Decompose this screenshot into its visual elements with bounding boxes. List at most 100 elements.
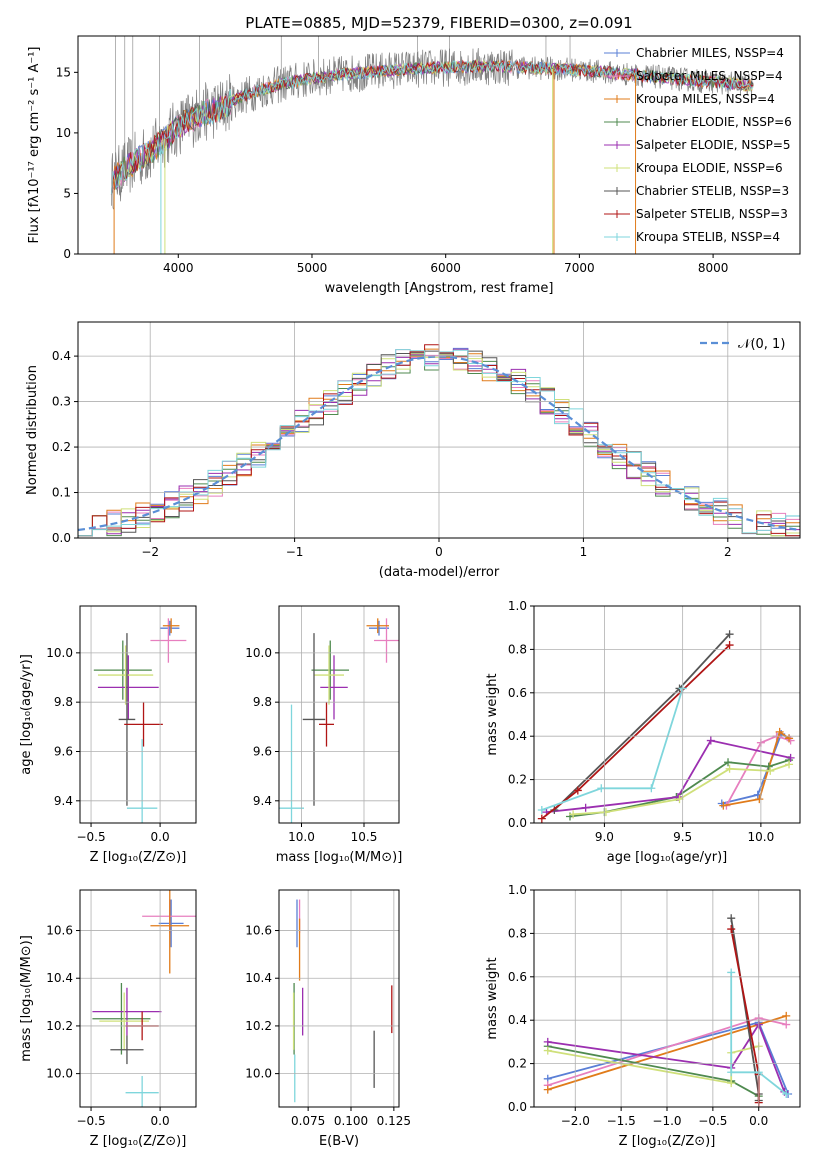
x-tick-label: 10.0 [748, 830, 775, 844]
weight-point-marker [675, 795, 684, 804]
weight-point-marker [766, 766, 775, 775]
weight-point-marker [719, 801, 728, 810]
y-tick-label: 9.6 [253, 744, 272, 758]
weight-point-marker [725, 641, 734, 650]
y-tick-label: 10.0 [46, 1067, 73, 1081]
y-tick-label: 0.4 [508, 729, 527, 743]
x-tick-label: 10.0 [288, 830, 315, 844]
weight-point-marker [543, 1037, 552, 1046]
x-tick-label: −2.0 [561, 1114, 590, 1128]
x-tick-label: −0.5 [698, 1114, 727, 1128]
spectrum-model-line [110, 60, 754, 195]
y-tick-label: 1.0 [508, 883, 527, 897]
y-tick-label: 10.4 [245, 971, 272, 985]
x-tick-label: −2 [141, 545, 159, 559]
weight-point-marker [597, 784, 606, 793]
weight-point-marker [647, 784, 656, 793]
weight-vs-Z-axes: −2.0 −1.5 −1.0 −0.5 0.0 0.0 0.2 0.4 0.6 0.8 1.0 Z [… [485, 883, 801, 1149]
weight-point-marker [706, 736, 715, 745]
weight-point-marker [782, 1011, 791, 1020]
weight-point-marker [764, 762, 773, 771]
y-axis-label: mass weight [485, 957, 500, 1039]
y-tick-label: 0.0 [508, 816, 527, 830]
axes-frame [79, 605, 197, 824]
weight-point-marker [775, 727, 784, 736]
weight-point-marker [785, 734, 794, 743]
x-tick-label: 0 [435, 545, 443, 559]
x-axis-label: Z [log₁₀(Z/Z⊙)] [90, 1134, 187, 1149]
weight-point-marker [537, 805, 546, 814]
weight-series-line [725, 735, 791, 807]
y-tick-label: 5 [63, 186, 71, 200]
x-axis-label: (data-model)/error [379, 565, 500, 580]
weight-series-line [547, 1022, 786, 1093]
age-vs-mass-axes: 10.0 10.5 9.4 9.6 9.8 10.0 mass [log₁₀(M/M⊙)] [245, 605, 402, 865]
weight-series-line [541, 688, 684, 811]
x-tick-label: 0.125 [377, 1114, 411, 1128]
weight-point-marker [537, 814, 546, 823]
weight-point-marker [727, 1079, 736, 1088]
x-tick-label: 10.5 [351, 830, 378, 844]
weight-series-line [553, 633, 731, 811]
legend-entry: Chabrier ELODIE, NSSP=6 [636, 115, 792, 129]
y-tick-label: 15 [56, 65, 71, 79]
y-tick-label: 0.0 [508, 1100, 527, 1114]
legend-entry: Kroupa ELODIE, NSSP=6 [636, 161, 783, 175]
legend-entry: Kroupa MILES, NSSP=4 [636, 92, 775, 106]
x-tick-label: −1.0 [652, 1114, 681, 1128]
mass-vs-EBV-axes: 0.075 0.100 0.125 10.0 10.2 10.4 10.6 E(B-V) [245, 889, 411, 1149]
weight-point-marker [725, 764, 734, 773]
weight-series-line [730, 928, 760, 1103]
mass-vs-Z-plot-area [92, 890, 196, 1107]
y-tick-label: 10.6 [46, 924, 73, 938]
x-axis-label: age [log₁₀(age/yr)] [607, 850, 728, 865]
weight-point-marker [573, 786, 582, 795]
y-tick-label: 10.0 [46, 646, 73, 660]
age-vs-Z-axes: −0.5 0.0 9.4 9.6 9.8 10.0 Z [log₁₀(Z/Z⊙)] age [… [19, 605, 197, 865]
spectrum-legend: Chabrier MILES, NSSP=4 Salpeter MILES, NS… [604, 46, 792, 244]
weight-point-marker [543, 1046, 552, 1055]
weight-point-marker [543, 1085, 552, 1094]
weight-point-marker [727, 1068, 736, 1077]
y-tick-label: 10.6 [245, 924, 272, 938]
weight-vs-Z-plot-area [543, 914, 793, 1107]
y-tick-label: 0.6 [508, 970, 527, 984]
weight-point-marker [601, 808, 610, 817]
y-tick-label: 10.0 [245, 646, 272, 660]
y-tick-label: 0.0 [52, 531, 71, 545]
weight-point-marker [782, 1089, 791, 1098]
y-tick-label: 0.2 [508, 1057, 527, 1071]
y-tick-label: 0.4 [508, 1013, 527, 1027]
x-tick-label: 1 [580, 545, 588, 559]
y-tick-label: 10.4 [46, 971, 73, 985]
mass-vs-EBV-plot-area [292, 899, 393, 1103]
y-tick-label: 10.0 [245, 1067, 272, 1081]
x-tick-label: −1 [286, 545, 304, 559]
x-tick-label: 7000 [564, 261, 595, 275]
y-tick-label: 9.8 [54, 695, 73, 709]
weight-point-marker [727, 914, 736, 923]
weight-point-marker [727, 968, 736, 977]
y-tick-label: 10.2 [245, 1019, 272, 1033]
y-axis-label: Flux [fλ10⁻¹⁷ erg cm⁻² s⁻¹ A⁻¹] [27, 47, 42, 244]
weight-point-marker [569, 810, 578, 819]
weight-point-marker [581, 803, 590, 812]
legend-entry: Chabrier STELIB, NSSP=3 [636, 184, 789, 198]
y-tick-label: 9.6 [54, 744, 73, 758]
axes-frame [79, 889, 197, 1108]
legend-entry: Chabrier MILES, NSSP=4 [636, 46, 784, 60]
weight-point-marker [755, 795, 764, 804]
legend-entry: Salpeter ELODIE, NSSP=5 [636, 138, 791, 152]
x-axis-label: Z [log₁₀(Z/Z⊙)] [90, 850, 187, 865]
x-axis-label: E(B-V) [319, 1134, 359, 1149]
y-tick-label: 1.0 [508, 599, 527, 613]
y-tick-label: 0.8 [508, 926, 527, 940]
chart-title: PLATE=0885, MJD=52379, FIBERID=0300, z=0… [245, 14, 632, 32]
x-tick-label: 5000 [297, 261, 328, 275]
weight-point-marker [725, 630, 734, 639]
legend-entry: Kroupa STELIB, NSSP=4 [636, 230, 780, 244]
y-tick-label: 0.2 [508, 773, 527, 787]
residual-legend: 𝒩(0, 1) [700, 337, 785, 352]
axes-frame [278, 605, 400, 824]
y-tick-label: 0.3 [52, 395, 71, 409]
